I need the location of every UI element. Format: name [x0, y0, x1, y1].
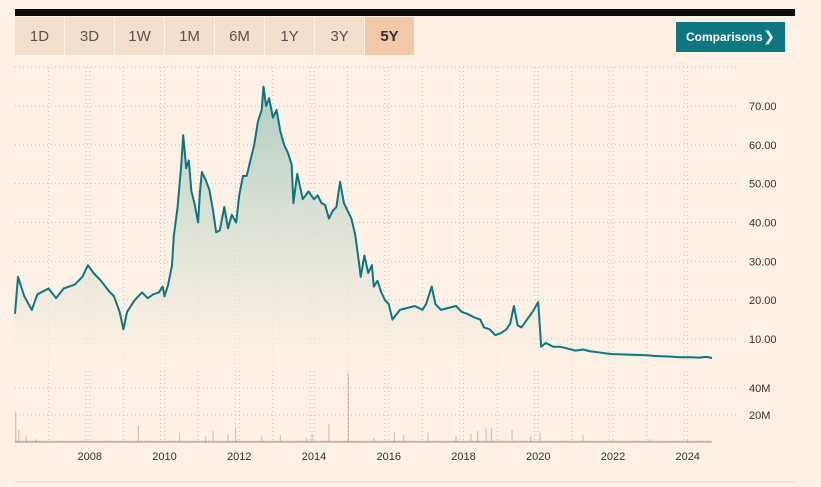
x-tick-label: 2016	[376, 451, 400, 463]
grid-lines	[15, 66, 736, 442]
chevron-right-icon: ❯	[763, 28, 775, 44]
price-area	[15, 86, 712, 368]
volume-axis-labels: 20M 40M	[749, 383, 770, 422]
y-tick-label: 10.00	[749, 334, 777, 346]
tab-1w[interactable]: 1W	[115, 17, 165, 55]
range-tabs: 1D 3D 1W 1M 6M 1Y 3Y 5Y	[15, 17, 415, 55]
x-tick-label: 2008	[78, 451, 102, 463]
tab-3d[interactable]: 3D	[65, 17, 115, 55]
x-tick-label: 2022	[601, 451, 625, 463]
y-axis-labels: 10.00 20.00 30.00 40.00 50.00 60.00 70.00	[749, 101, 777, 346]
y-tick-label: 70.00	[749, 101, 777, 113]
comparisons-button[interactable]: Comparisons ❯	[676, 22, 785, 52]
tab-6m[interactable]: 6M	[215, 17, 265, 55]
x-tick-label: 2020	[526, 451, 550, 463]
volume-tick-label: 40M	[749, 383, 770, 395]
x-tick-label: 2014	[302, 451, 326, 463]
x-tick-label: 2012	[227, 451, 251, 463]
y-tick-label: 60.00	[749, 140, 777, 152]
tab-1m[interactable]: 1M	[165, 17, 215, 55]
tab-5y[interactable]: 5Y	[365, 17, 415, 55]
y-tick-label: 40.00	[749, 218, 777, 230]
y-tick-label: 50.00	[749, 179, 777, 191]
x-tick-label: 2024	[675, 451, 699, 463]
tab-1d[interactable]: 1D	[15, 17, 65, 55]
price-line	[14, 85, 713, 359]
volume-bars	[15, 373, 711, 442]
x-tick-label: 2018	[451, 451, 475, 463]
x-tick-label: 2010	[152, 451, 176, 463]
y-tick-label: 20.00	[749, 295, 777, 307]
tab-1y[interactable]: 1Y	[265, 17, 315, 55]
comparisons-label: Comparisons	[686, 30, 763, 44]
top-rule	[15, 9, 795, 16]
volume-tick-label: 20M	[749, 410, 770, 422]
x-axis-labels: 2008 2010 2012 2014 2016 2018 2020 2022 2024	[78, 451, 700, 463]
y-tick-label: 30.00	[749, 256, 777, 268]
tab-3y[interactable]: 3Y	[315, 17, 365, 55]
